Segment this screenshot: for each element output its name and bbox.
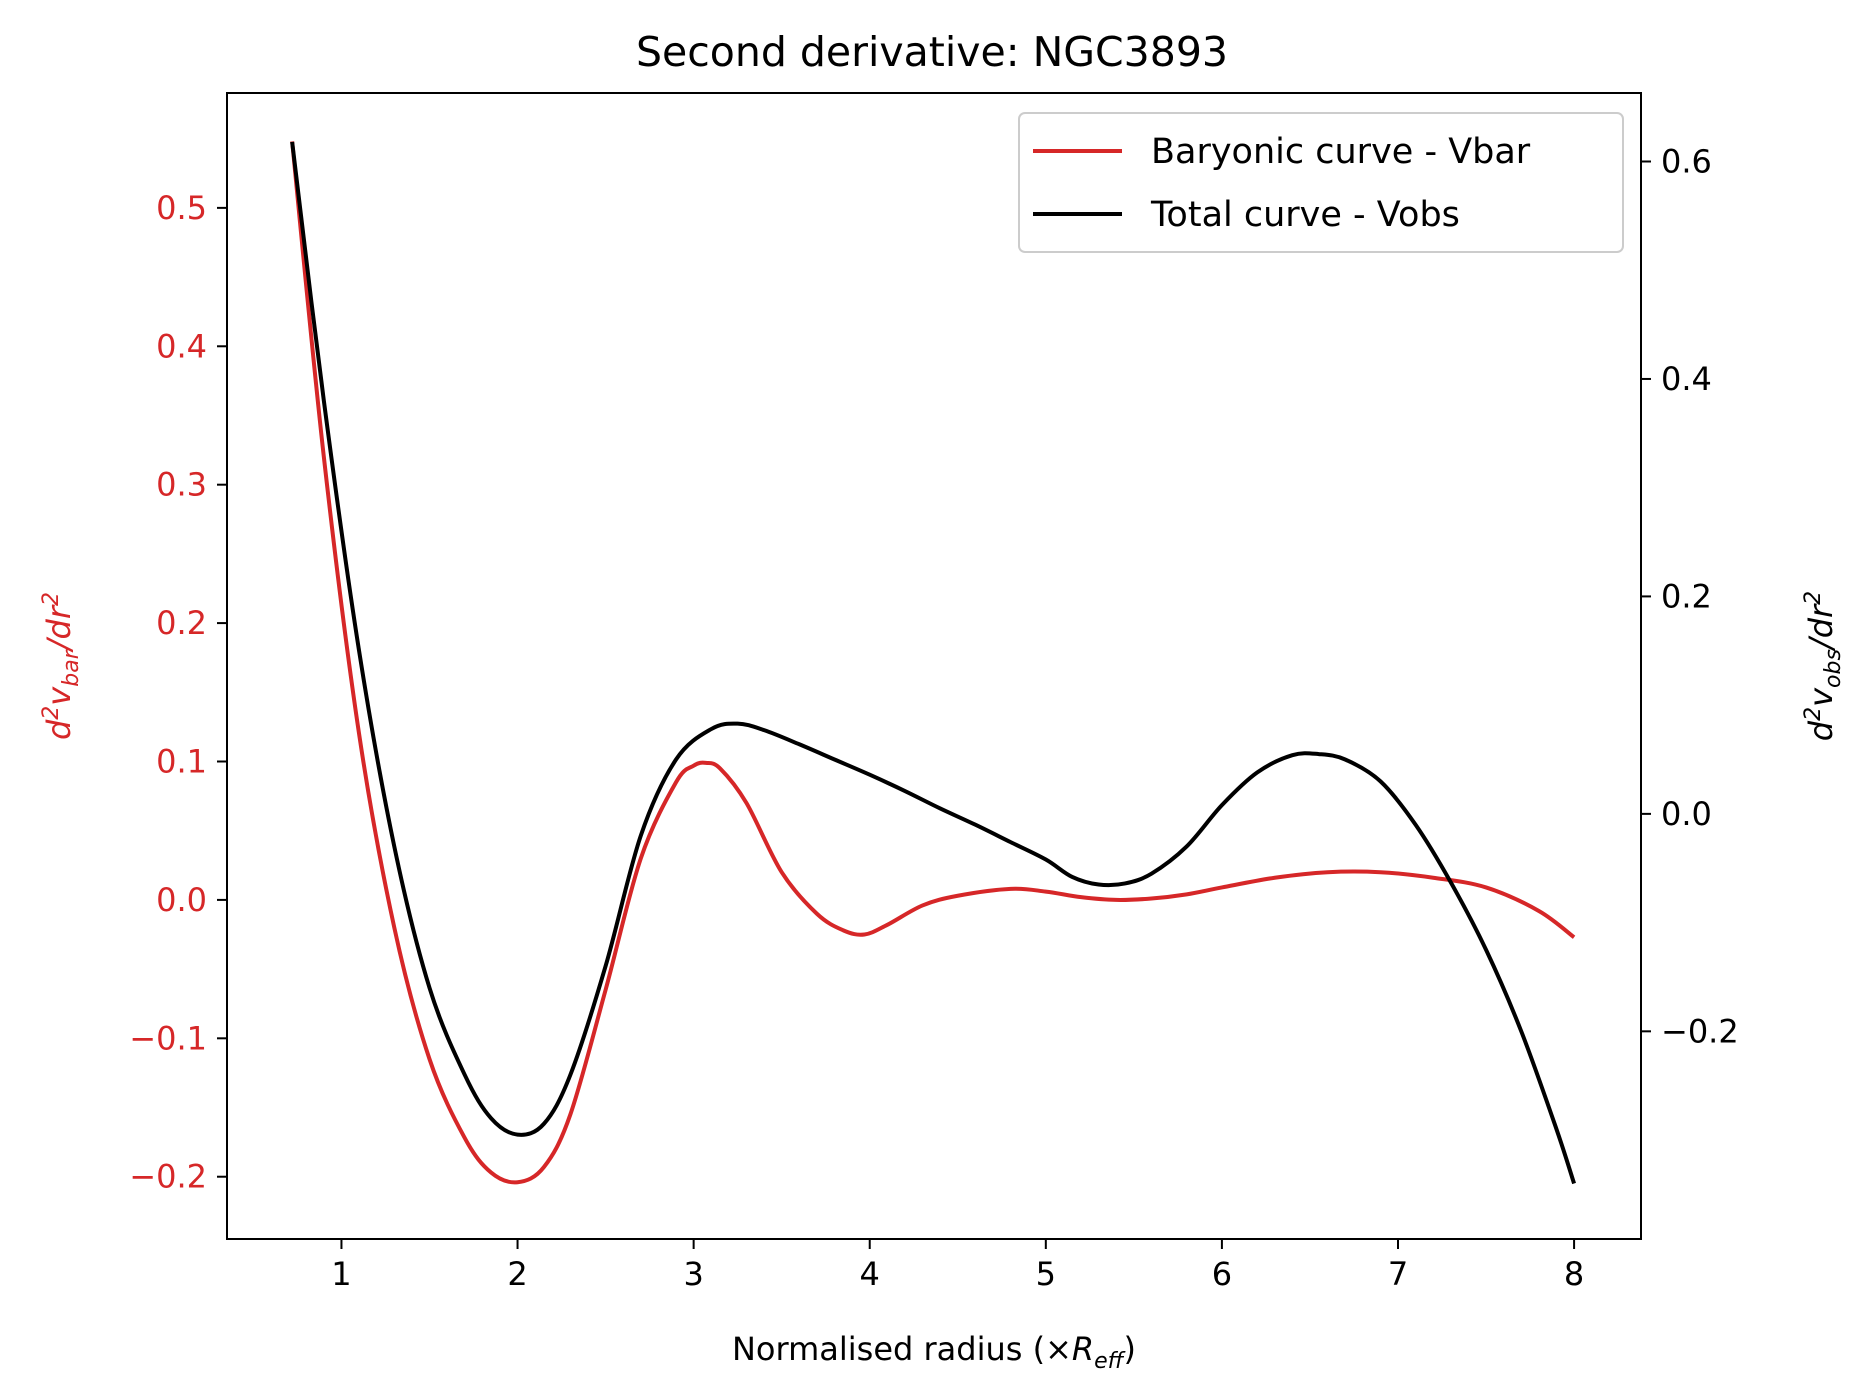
x-tick-label: 1: [331, 1255, 351, 1293]
legend-label-vobs: Total curve - Vobs: [1150, 195, 1460, 235]
y-axis-left-label: d2vbar/dr2: [39, 592, 84, 740]
y-left-tick-label: 0.1: [156, 743, 207, 781]
y-left-tick-label: −0.2: [129, 1158, 207, 1196]
legend: Baryonic curve - Vbar Total curve - Vobs: [1018, 112, 1624, 253]
plot-frame: [226, 92, 1642, 1240]
x-tick-label: 4: [860, 1255, 880, 1293]
x-tick-label: 2: [507, 1255, 527, 1293]
y-right-tick-label: 0.6: [1661, 142, 1712, 180]
x-tick-label: 5: [1036, 1255, 1056, 1293]
y-axis-left: −0.2 −0.1 0.0 0.1 0.2 0.3 0.4 0.5: [129, 189, 227, 1196]
x-axis: 1 2 3 4 5 6 7 8: [331, 1239, 1584, 1293]
legend-label-vbar: Baryonic curve - Vbar: [1151, 132, 1531, 172]
y-left-tick-label: 0.3: [156, 466, 207, 504]
x-tick-label: 7: [1388, 1255, 1408, 1293]
y-left-tick-label: 0.2: [156, 604, 207, 642]
x-axis-label: Normalised radius (×Reff): [732, 1330, 1136, 1374]
y-left-tick-label: −0.1: [129, 1019, 207, 1057]
y-axis-right-label: d2vobs/dr2: [1801, 591, 1846, 741]
y-axis-right: −0.2 0.0 0.2 0.4 0.6: [1641, 142, 1739, 1050]
y-left-tick-label: 0.5: [156, 189, 207, 227]
plot-lines: [290, 141, 1576, 1185]
y-right-tick-label: 0.2: [1661, 577, 1712, 615]
x-tick-label: 3: [683, 1255, 703, 1293]
chart-title: Second derivative: NGC3893: [636, 28, 1228, 76]
legend-box: [1018, 112, 1624, 253]
series-line-vobs: [290, 141, 1576, 1185]
y-right-tick-label: 0.0: [1661, 795, 1712, 833]
y-left-tick-label: 0.4: [156, 327, 207, 365]
y-right-tick-label: 0.4: [1661, 360, 1712, 398]
y-right-tick-label: −0.2: [1661, 1012, 1739, 1050]
series-line-vbar: [290, 141, 1576, 1185]
x-tick-label: 8: [1564, 1255, 1584, 1293]
y-left-tick-label: 0.0: [156, 881, 207, 919]
x-tick-label: 6: [1212, 1255, 1232, 1293]
